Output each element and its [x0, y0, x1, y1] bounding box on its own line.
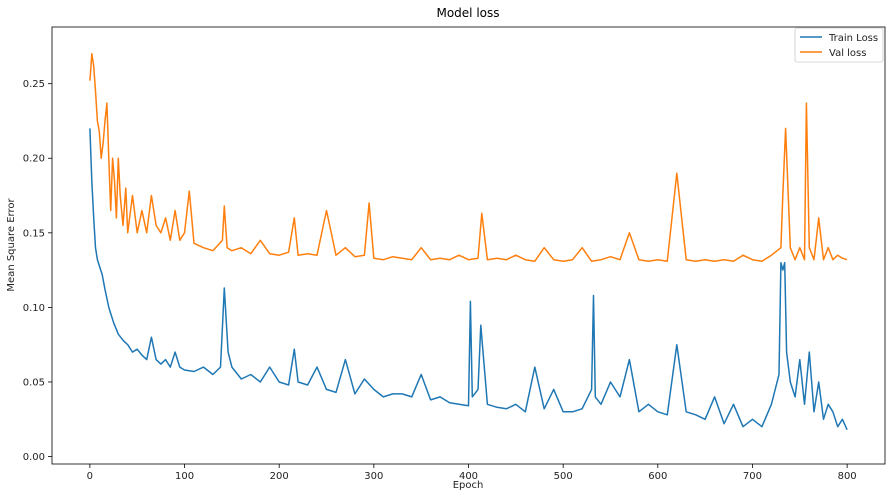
legend-label-train-loss: Train Loss — [828, 33, 878, 44]
x-tick-label: 700 — [743, 471, 762, 482]
x-tick-label: 400 — [459, 471, 478, 482]
y-tick-label: 0.05 — [23, 377, 45, 388]
legend: Train Loss Val loss — [794, 27, 884, 63]
x-tick-label: 0 — [87, 471, 93, 482]
x-tick-label: 100 — [175, 471, 194, 482]
x-tick-label: 800 — [838, 471, 857, 482]
x-tick-label: 200 — [270, 471, 289, 482]
y-tick-label: 0.25 — [23, 79, 45, 90]
x-tick-label: 600 — [648, 471, 667, 482]
y-tick-label: 0.00 — [23, 452, 45, 463]
y-axis-label: Mean Square Error — [6, 198, 17, 292]
x-axis: 0 100 200 300 400 500 600 700 800 — [87, 464, 857, 482]
series-line-train-loss — [89, 128, 848, 431]
y-tick-label: 0.15 — [23, 228, 45, 239]
y-tick-label: 0.20 — [23, 154, 45, 165]
y-axis: 0.00 0.05 0.10 0.15 0.20 0.25 — [23, 79, 52, 463]
y-tick-label: 0.10 — [23, 303, 45, 314]
chart-title: Model loss — [436, 6, 499, 20]
x-tick-label: 300 — [364, 471, 383, 482]
series-line-val-loss — [89, 53, 848, 262]
x-tick-label: 500 — [554, 471, 573, 482]
legend-label-val-loss: Val loss — [829, 48, 866, 59]
x-axis-label: Epoch — [453, 480, 484, 491]
